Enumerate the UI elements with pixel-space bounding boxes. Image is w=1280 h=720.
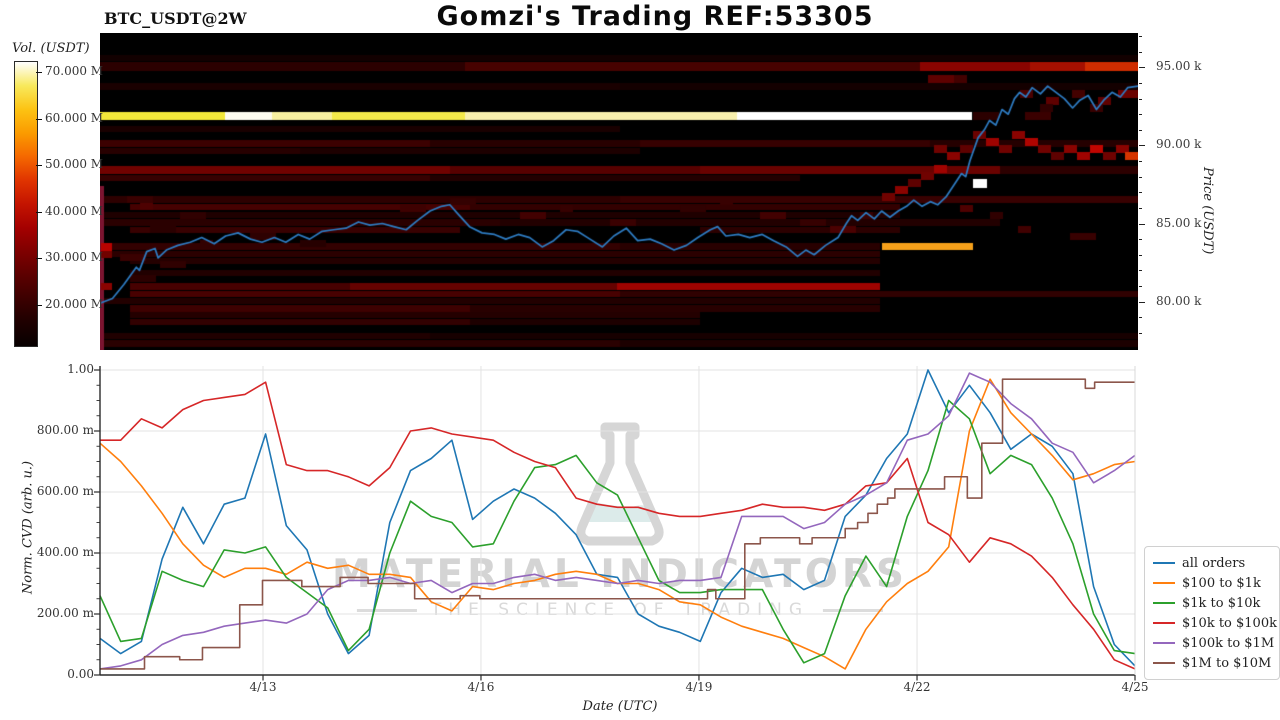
- cvd-y-tick-label: 0.00: [67, 667, 94, 681]
- colorbar-tick: [36, 304, 42, 306]
- price-minor-tick: [1139, 270, 1142, 272]
- legend-item-label: $1M to $10M: [1182, 655, 1272, 671]
- watermark-dash-left: [356, 608, 417, 612]
- page-title: Gomzi's Trading REF:53305: [436, 1, 874, 32]
- price-minor-tick: [1139, 192, 1142, 194]
- volume-colorbar: [14, 61, 38, 347]
- legend-item: $100k to $1M: [1153, 633, 1275, 653]
- date-tick-label: 4/16: [467, 680, 495, 694]
- date-tick-label: 4/25: [1121, 680, 1149, 694]
- date-tick-label: 4/22: [903, 680, 931, 694]
- price-tick: [1139, 145, 1145, 147]
- watermark-title: MATERIAL INDICATORS: [331, 552, 909, 597]
- price-minor-tick: [1139, 98, 1142, 100]
- price-minor-tick: [1139, 82, 1142, 84]
- price-minor-tick: [1139, 51, 1142, 53]
- colorbar-tick-label: 20.000 M: [45, 296, 104, 311]
- legend-line-swatch: [1153, 602, 1175, 604]
- colorbar-tick: [36, 118, 42, 120]
- legend-item: $100 to $1k: [1153, 573, 1271, 593]
- colorbar-tick-label: 70.000 M: [45, 64, 104, 79]
- legend-item-label: $100 to $1k: [1182, 575, 1261, 591]
- symbol-label: BTC_USDT@2W: [104, 9, 247, 28]
- price-tick-label: 80.00 k: [1156, 293, 1202, 308]
- legend-item-label: $10k to $100k: [1182, 615, 1277, 631]
- legend-item-label: $1k to $10k: [1182, 595, 1261, 611]
- price-minor-tick: [1139, 129, 1142, 131]
- legend-item-label: $100k to $1M: [1182, 635, 1275, 651]
- price-tick: [1139, 301, 1145, 303]
- watermark-subtitle-text: THE SCIENCE OF TRADING: [430, 600, 810, 620]
- price-minor-tick: [1139, 254, 1142, 256]
- price-minor-tick: [1139, 332, 1142, 334]
- price-tick-label: 85.00 k: [1156, 215, 1202, 230]
- price-minor-tick: [1139, 161, 1142, 163]
- legend-line-swatch: [1153, 662, 1175, 664]
- price-minor-tick: [1139, 36, 1142, 38]
- cvd-line-chart: [94, 366, 1136, 681]
- legend: all orders $100 to $1k $1k to $10k $10k to …: [1144, 546, 1280, 680]
- price-minor-tick: [1139, 239, 1142, 241]
- legend-line-swatch: [1153, 562, 1175, 564]
- price-minor-tick: [1139, 285, 1142, 287]
- price-tick: [1139, 67, 1145, 69]
- colorbar-tick: [36, 211, 42, 213]
- legend-line-swatch: [1153, 582, 1175, 584]
- price-tick-label: 95.00 k: [1156, 59, 1202, 74]
- cvd-y-tick-label: 1.00: [67, 362, 94, 376]
- cvd-y-tick-label: 600.00 m: [36, 484, 94, 498]
- colorbar-tick: [36, 72, 42, 74]
- colorbar-tick-label: 60.000 M: [45, 110, 104, 125]
- legend-item: $10k to $100k: [1153, 613, 1277, 633]
- colorbar-tick-label: 40.000 M: [45, 203, 104, 218]
- watermark-dash-right: [823, 608, 884, 612]
- date-tick-label: 4/19: [685, 680, 713, 694]
- series--100-to-1k: [99, 378, 1136, 670]
- series--100k-to-1m: [99, 372, 1136, 670]
- colorbar-tick-label: 50.000 M: [45, 157, 104, 172]
- price-minor-tick: [1139, 176, 1142, 178]
- price-axis-label: Price (USDT): [1200, 167, 1215, 255]
- watermark-subtitle: THE SCIENCE OF TRADING: [356, 600, 884, 620]
- date-axis-label: Date (UTC): [582, 699, 658, 714]
- legend-item: $1M to $10M: [1153, 653, 1271, 673]
- legend-item: all orders: [1153, 553, 1271, 573]
- legend-item: $1k to $10k: [1153, 593, 1271, 613]
- volume-colorbar-label: Vol. (USDT): [12, 41, 90, 56]
- price-minor-tick: [1139, 207, 1142, 209]
- cvd-axis-label: Norm. CVD (arb. u.): [20, 460, 36, 595]
- colorbar-tick: [36, 258, 42, 260]
- price-tick-label: 90.00 k: [1156, 137, 1202, 152]
- series--1k-to-10k: [99, 399, 1136, 664]
- price-minor-tick: [1139, 114, 1142, 116]
- series--10k-to-100k: [100, 381, 1136, 670]
- price-tick: [1139, 223, 1145, 225]
- legend-line-swatch: [1153, 622, 1175, 624]
- series--1m-to-10m: [100, 378, 1135, 670]
- legend-item-label: all orders: [1182, 555, 1246, 571]
- date-tick-label: 4/13: [249, 680, 277, 694]
- cvd-y-tick-label: 200.00 m: [36, 606, 94, 620]
- liquidity-heatmap: [100, 33, 1138, 350]
- cvd-y-tick-label: 400.00 m: [36, 545, 94, 559]
- colorbar-tick-label: 30.000 M: [45, 250, 104, 265]
- legend-line-swatch: [1153, 642, 1175, 644]
- cvd-y-tick-label: 800.00 m: [36, 423, 94, 437]
- colorbar-tick: [36, 165, 42, 167]
- series-all-orders: [99, 369, 1136, 667]
- price-minor-tick: [1139, 317, 1142, 319]
